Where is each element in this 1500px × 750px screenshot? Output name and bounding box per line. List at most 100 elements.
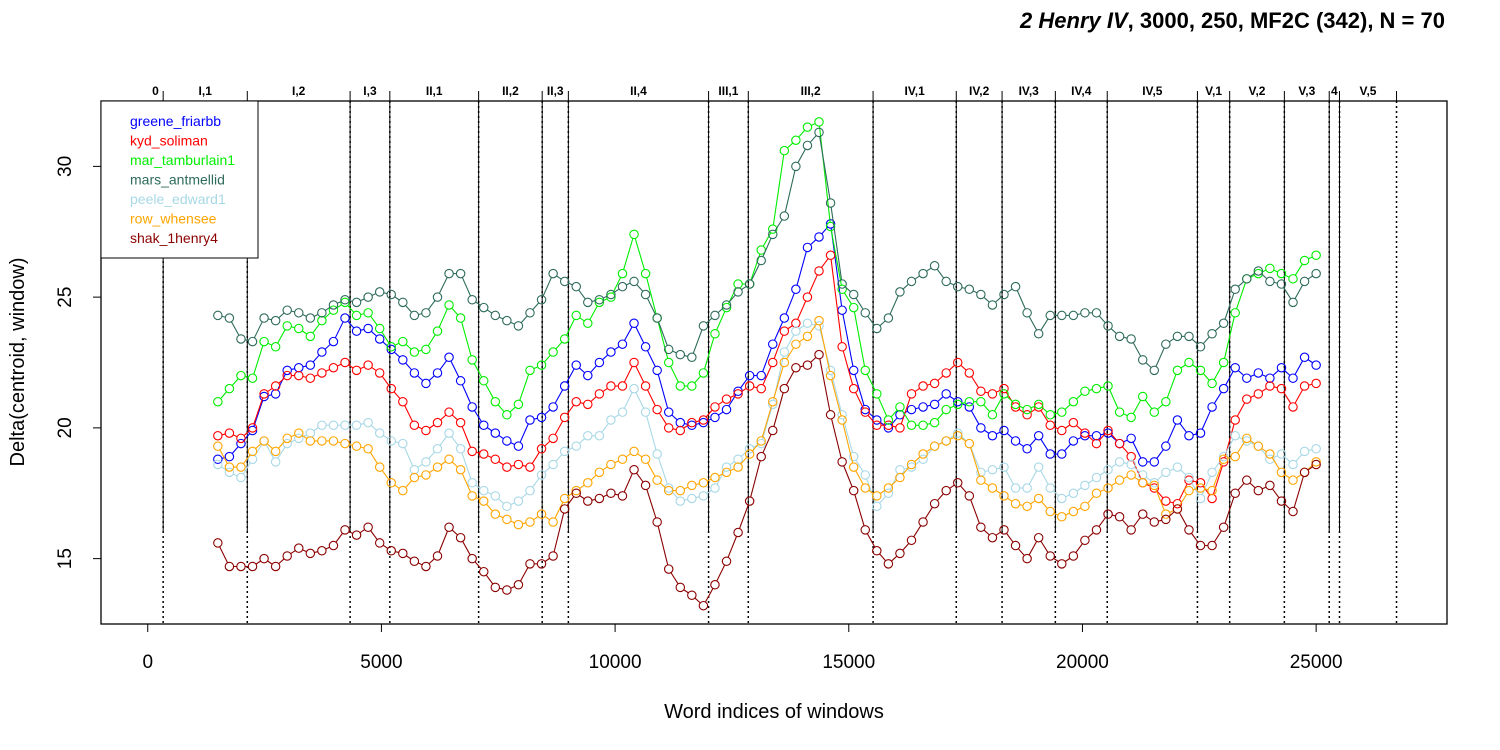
- series-segment: [854, 494, 865, 526]
- data-point: [883, 420, 894, 431]
- data-point: [606, 347, 616, 357]
- series-segment: [334, 321, 344, 339]
- series-segment: [683, 424, 689, 429]
- series-segment: [312, 354, 320, 363]
- series-segment: [1076, 507, 1082, 511]
- series-segment: [879, 320, 886, 327]
- data-point: [363, 444, 373, 454]
- series-segment: [1019, 405, 1024, 409]
- series-segment: [692, 329, 703, 354]
- data-point: [999, 389, 1009, 399]
- data-point: [883, 488, 894, 498]
- series-segment: [843, 465, 853, 487]
- series-segment: [773, 334, 784, 359]
- data-point: [825, 370, 836, 381]
- data-point: [652, 404, 662, 415]
- data-point: [247, 336, 258, 347]
- series-segment: [635, 392, 645, 409]
- data-point: [478, 566, 489, 577]
- data-point: [1149, 365, 1160, 376]
- data-point: [513, 441, 524, 451]
- series-segment: [337, 300, 342, 304]
- series-segment: [1145, 362, 1152, 368]
- data-point: [1299, 352, 1310, 363]
- data-point: [791, 326, 801, 336]
- y-tick-label: 25: [55, 287, 76, 308]
- chart-title-italic: 2 Henry IV: [1020, 8, 1128, 33]
- series-segment: [949, 282, 955, 286]
- data-point: [490, 491, 501, 501]
- data-point: [444, 268, 454, 279]
- data-point: [490, 396, 501, 407]
- series-segment: [949, 436, 955, 440]
- data-point: [398, 336, 408, 347]
- scene-label: V,5: [1360, 84, 1377, 98]
- series-segment: [730, 395, 735, 398]
- series-segment: [568, 447, 573, 451]
- data-point: [848, 365, 859, 376]
- scene-label: I,2: [292, 84, 306, 98]
- data-point: [305, 373, 316, 383]
- series-segment: [867, 414, 875, 423]
- series-segment: [553, 512, 565, 553]
- data-point: [340, 294, 350, 305]
- series-segment: [1065, 494, 1070, 498]
- series-segment: [253, 400, 264, 427]
- data-point: [698, 415, 709, 425]
- series-segment: [773, 392, 784, 427]
- data-point: [478, 420, 489, 431]
- series-segment: [684, 355, 688, 357]
- series-segment: [555, 341, 563, 350]
- data-point: [455, 376, 466, 386]
- data-point: [1230, 430, 1240, 441]
- data-point: [675, 417, 686, 428]
- data-point: [525, 462, 535, 472]
- data-point: [478, 449, 489, 459]
- data-point: [594, 493, 605, 504]
- data-point: [929, 498, 940, 509]
- data-point: [536, 509, 547, 519]
- data-point: [1311, 268, 1321, 279]
- data-point: [583, 430, 593, 441]
- series-segment: [405, 555, 412, 560]
- data-point: [675, 582, 686, 593]
- series-segment: [1100, 386, 1105, 389]
- series-segment: [753, 386, 758, 389]
- series-segment: [1225, 439, 1234, 454]
- series-segment: [543, 354, 551, 363]
- data-point: [1265, 480, 1275, 491]
- series-segment: [902, 283, 909, 290]
- data-point: [640, 268, 651, 279]
- series-segment: [739, 504, 749, 529]
- data-point: [941, 436, 951, 446]
- data-point: [756, 436, 766, 446]
- series-segment: [798, 129, 806, 138]
- data-point: [247, 425, 258, 436]
- series-segment: [1295, 454, 1303, 462]
- data-point: [802, 292, 813, 302]
- series-segment: [347, 320, 355, 329]
- data-point: [236, 561, 246, 572]
- series-group: [213, 117, 1321, 611]
- series-segment: [811, 323, 816, 326]
- series-segment: [267, 387, 273, 392]
- data-point: [455, 464, 466, 475]
- series-segment: [313, 374, 319, 377]
- data-point: [814, 117, 824, 127]
- data-point: [1311, 250, 1321, 261]
- data-point: [1033, 402, 1044, 412]
- legend-box: [100, 100, 259, 259]
- series-segment: [671, 414, 678, 421]
- data-point: [629, 446, 639, 457]
- series-segment: [1180, 469, 1187, 476]
- data-point: [213, 396, 223, 407]
- data-point: [617, 381, 628, 391]
- series-segment: [590, 396, 597, 402]
- series-segment: [1123, 462, 1128, 465]
- data-point: [467, 491, 477, 501]
- data-point: [305, 360, 316, 370]
- series-segment: [268, 318, 272, 321]
- data-point: [1242, 433, 1252, 444]
- data-point: [421, 378, 431, 389]
- series-segment: [740, 456, 748, 465]
